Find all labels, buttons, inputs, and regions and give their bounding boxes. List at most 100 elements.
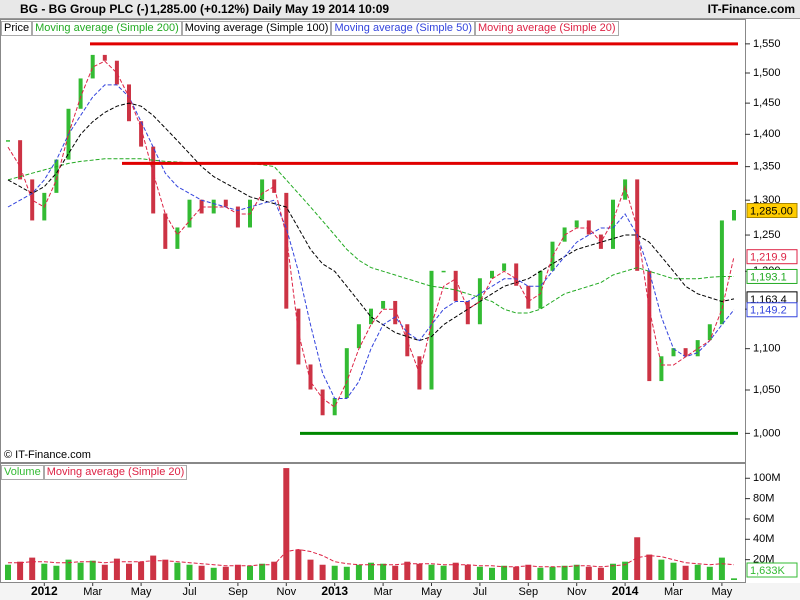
volume-bar (731, 578, 737, 580)
price-bar (30, 179, 35, 221)
volume-bar (513, 566, 520, 580)
price-panel (0, 19, 746, 463)
moving-average-line (7, 102, 735, 342)
volume-bar (658, 559, 665, 580)
volume-bar (355, 564, 362, 580)
price-bar (514, 263, 519, 286)
price-bar (490, 270, 494, 279)
volume-bar (126, 563, 132, 580)
volume-bar (646, 554, 653, 580)
last-value-label: 1,149.2 (750, 305, 787, 317)
price-bar (623, 179, 628, 200)
x-tick-label: Mar (664, 586, 683, 598)
volume-bar (222, 566, 229, 580)
volume-bar (247, 565, 253, 580)
price-bar (550, 241, 555, 271)
price-bar (465, 300, 470, 325)
price-bar (647, 270, 652, 382)
price-bar (369, 308, 373, 325)
last-value-box (746, 202, 798, 218)
y-tick-label: 1,050 (753, 384, 781, 396)
volume-bar (283, 468, 290, 580)
price-bar (175, 227, 180, 249)
volume-bar (271, 561, 278, 580)
price-bar (393, 300, 398, 325)
volume-bar (585, 566, 592, 580)
volume-bar (319, 564, 326, 580)
y-tick-label: 1,350 (753, 161, 781, 173)
price-bar (6, 140, 10, 142)
volume-bar (113, 558, 120, 580)
volume-bar (29, 557, 36, 580)
volume-bar (428, 564, 435, 580)
volume-bar (53, 565, 60, 580)
x-tick-label: May (131, 586, 152, 598)
brand: IT-Finance.com (707, 2, 795, 16)
y-tick-label: 1,500 (753, 67, 781, 79)
x-tick-label: Mar (83, 586, 102, 598)
volume-bar (501, 565, 508, 580)
volume-bar (537, 567, 544, 580)
price-bar (90, 54, 95, 79)
volume-bar (89, 560, 96, 580)
price-bar (356, 324, 361, 349)
last-value-label: 1,633K (750, 565, 786, 577)
volume-bar (65, 559, 72, 580)
last-value-label: 1,193.1 (750, 271, 787, 283)
price-bar (719, 220, 724, 325)
symbol: BG - BG Group PLC (-) (20, 2, 149, 16)
volume-bar (416, 563, 423, 580)
x-axis-strip (0, 583, 800, 600)
y-tick-label: 1,250 (753, 229, 781, 241)
volume-bar (380, 563, 387, 580)
x-tick-label: Nov (277, 586, 297, 598)
price-bar (332, 398, 337, 416)
x-tick-label: Mar (374, 586, 393, 598)
price-bar (453, 270, 458, 301)
y-tick-label: 80M (753, 493, 774, 505)
price-bar (114, 60, 119, 85)
y-tick-label: 1,000 (753, 427, 781, 439)
price-bar (102, 54, 107, 61)
y-tick-label: 60M (753, 513, 774, 525)
volume-bar (549, 566, 556, 580)
volume-bar (525, 564, 532, 580)
price-bar (441, 270, 446, 273)
last-value-box (746, 268, 798, 284)
price-bar (586, 220, 591, 235)
plot-area (6, 54, 736, 416)
price-bar (611, 199, 615, 249)
volume-bar (706, 566, 713, 580)
price-bar (707, 324, 712, 341)
price-bar (344, 348, 349, 399)
volume-bar (670, 562, 677, 580)
price-bar (574, 220, 579, 228)
price-bar (151, 146, 156, 214)
volume-bar (138, 561, 145, 580)
legend-entry: Moving average (Simple 50) (331, 21, 476, 36)
volume-bar (101, 564, 108, 580)
volume-bar (476, 566, 483, 580)
volume-bar (331, 565, 338, 580)
volume-bar (489, 567, 495, 580)
x-tick-label: May (712, 586, 733, 598)
volume-bar (150, 555, 157, 580)
y-tick-label: 1,100 (753, 343, 781, 355)
period: Daily May 19 2014 10:09 (253, 2, 390, 16)
volume-bar (41, 563, 48, 580)
last-value-box (746, 302, 798, 318)
volume-bar (573, 564, 580, 580)
volume-bar (561, 565, 568, 580)
volume-bar (210, 567, 217, 580)
volume-bar (77, 562, 84, 580)
volume-bar (682, 565, 689, 580)
volume-bar (597, 567, 604, 580)
legend-entry: Price (1, 21, 33, 36)
price-bar (296, 308, 301, 365)
price-bar (538, 270, 543, 309)
volume-bar (440, 565, 447, 580)
price-bar (199, 199, 204, 214)
price-bar (502, 263, 507, 271)
volume-bar (17, 561, 24, 580)
